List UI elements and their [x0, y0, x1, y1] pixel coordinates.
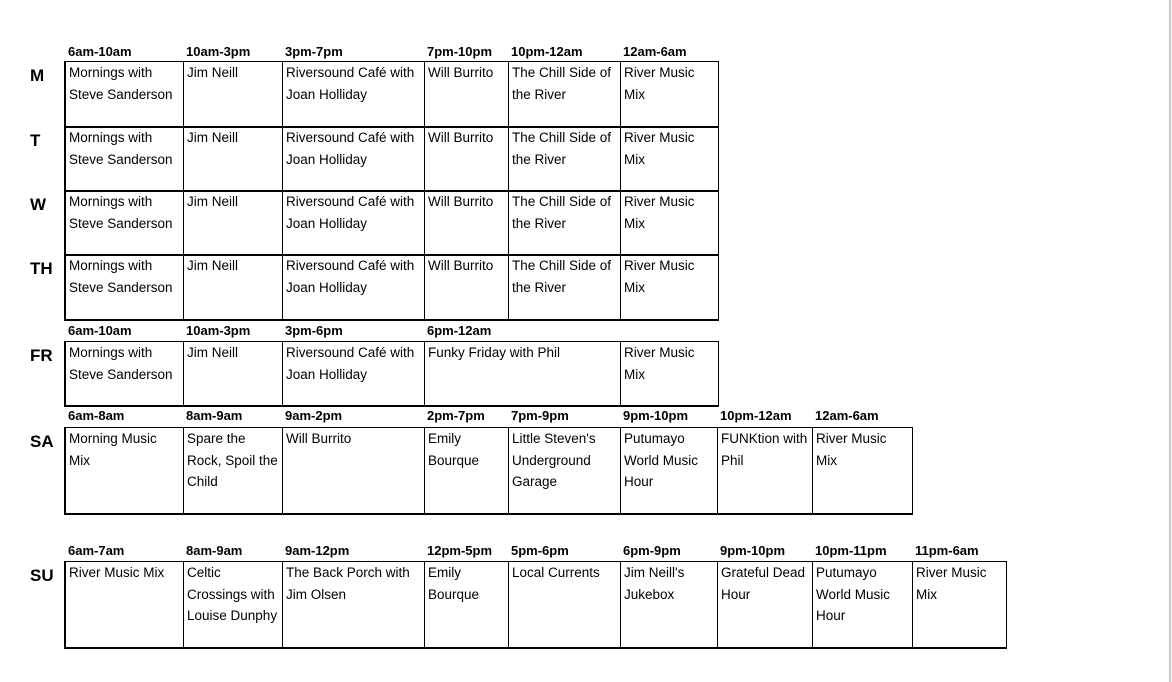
show-cell: Riversound Café with Joan Holliday [282, 254, 425, 320]
show-cell: Morning Music Mix [65, 427, 184, 514]
show-cell: Jim Neill [183, 254, 283, 320]
time-slot-header: 10pm-12am [720, 408, 792, 423]
show-cell: The Chill Side of the River [508, 126, 621, 191]
show-cell: Jim Neill [183, 190, 283, 255]
show-cell: The Back Porch with Jim Olsen [282, 561, 425, 648]
time-slot-header: 9pm-10pm [720, 543, 786, 558]
show-cell: Celtic Crossings with Louise Dunphy [183, 561, 283, 648]
show-cell: River Music Mix [620, 341, 719, 406]
show-cell: Will Burrito [424, 126, 509, 191]
show-cell: Spare the Rock, Spoil the Child [183, 427, 283, 514]
time-slot-header: 9am-12pm [285, 543, 350, 558]
time-slot-header: 3pm-7pm [285, 44, 343, 59]
time-slot-header: 9pm-10pm [623, 408, 689, 423]
day-label: SU [30, 566, 54, 585]
show-cell: Jim Neill [183, 341, 283, 406]
show-cell: Riversound Café with Joan Holliday [282, 341, 425, 406]
time-slot-header: 6pm-12am [427, 323, 492, 338]
show-cell: The Chill Side of the River [508, 61, 621, 127]
show-cell: Jim Neill's Jukebox [620, 561, 718, 648]
time-slot-header: 6am-10am [68, 44, 132, 59]
time-slot-header: 7pm-9pm [511, 408, 569, 423]
show-cell: Funky Friday with Phil [424, 341, 621, 406]
time-slot-header: 12pm-5pm [427, 543, 493, 558]
show-cell: River Music Mix [912, 561, 1007, 648]
day-label: W [30, 195, 47, 214]
show-cell: Mornings with Steve Sanderson [65, 190, 184, 255]
page-edge [1169, 0, 1171, 682]
show-cell: Will Burrito [424, 61, 509, 127]
time-slot-header: 12am-6am [815, 408, 879, 423]
time-slot-header: 6am-10am [68, 323, 132, 338]
show-cell: Emily Bourque [424, 561, 509, 648]
show-cell: Little Steven's Underground Garage [508, 427, 621, 514]
day-label: SA [30, 432, 54, 451]
show-cell: The Chill Side of the River [508, 190, 621, 255]
show-cell: Grateful Dead Hour [717, 561, 813, 648]
time-slot-header: 10pm-11pm [815, 543, 887, 558]
show-cell: Riversound Café with Joan Holliday [282, 190, 425, 255]
show-cell: River Music Mix [620, 190, 719, 255]
show-cell: Emily Bourque [424, 427, 509, 514]
day-label: FR [30, 346, 53, 365]
time-slot-header: 12am-6am [623, 44, 687, 59]
time-slot-header: 7pm-10pm [427, 44, 493, 59]
show-cell: Local Currents [508, 561, 621, 648]
time-slot-header: 3pm-6pm [285, 323, 343, 338]
time-slot-header: 10am-3pm [186, 323, 251, 338]
show-cell: Riversound Café with Joan Holliday [282, 61, 425, 127]
time-slot-header: 8am-9am [186, 408, 243, 423]
time-slot-header: 9am-2pm [285, 408, 343, 423]
show-cell: FUNKtion with Phil [717, 427, 813, 514]
time-slot-header: 5pm-6pm [511, 543, 569, 558]
show-cell: Mornings with Steve Sanderson [65, 126, 184, 191]
show-cell: Riversound Café with Joan Holliday [282, 126, 425, 191]
time-slot-header: 11pm-6am [915, 543, 979, 558]
show-cell: Jim Neill [183, 126, 283, 191]
show-cell: Putumayo World Music Hour [812, 561, 913, 648]
time-slot-header: 6am-8am [68, 408, 125, 423]
show-cell: Mornings with Steve Sanderson [65, 254, 184, 320]
time-slot-header: 6pm-9pm [623, 543, 681, 558]
show-cell: Will Burrito [282, 427, 425, 514]
show-cell: River Music Mix [620, 61, 719, 127]
show-cell: River Music Mix [812, 427, 913, 514]
day-label: M [30, 66, 45, 85]
show-cell: Will Burrito [424, 254, 509, 320]
time-slot-header: 6am-7am [68, 543, 125, 558]
day-label: T [30, 131, 41, 150]
day-label: TH [30, 259, 53, 278]
show-cell: Will Burrito [424, 190, 509, 255]
show-cell: Jim Neill [183, 61, 283, 127]
show-cell: River Music Mix [620, 126, 719, 191]
show-cell: Mornings with Steve Sanderson [65, 341, 184, 406]
time-slot-header: 10pm-12am [511, 44, 583, 59]
time-slot-header: 8am-9am [186, 543, 243, 558]
show-cell: Putumayo World Music Hour [620, 427, 718, 514]
time-slot-header: 2pm-7pm [427, 408, 485, 423]
show-cell: River Music Mix [620, 254, 719, 320]
show-cell: The Chill Side of the River [508, 254, 621, 320]
show-cell: River Music Mix [65, 561, 184, 648]
time-slot-header: 10am-3pm [186, 44, 251, 59]
show-cell: Mornings with Steve Sanderson [65, 61, 184, 127]
